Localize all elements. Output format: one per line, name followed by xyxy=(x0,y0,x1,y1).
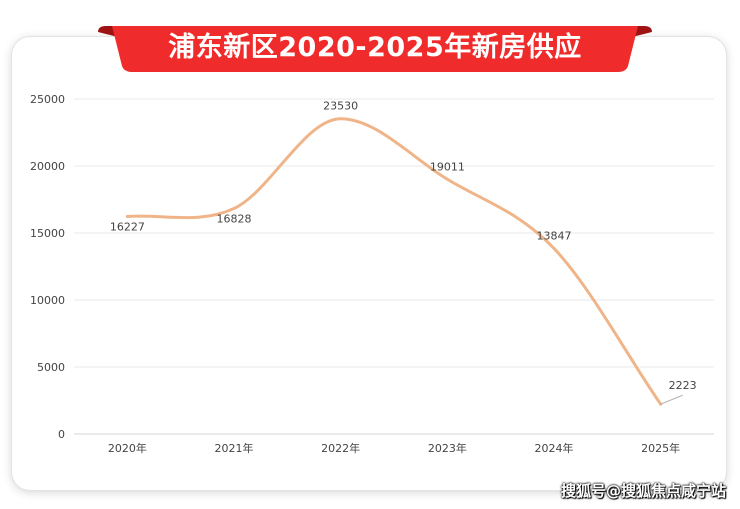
data-point xyxy=(125,215,129,219)
y-tick-label: 10000 xyxy=(30,294,65,307)
x-tick-label: 2020年 xyxy=(108,441,147,455)
chart-title: 浦东新区2020-2025年新房供应 xyxy=(168,32,582,63)
y-tick-label: 20000 xyxy=(30,160,65,173)
chart-card xyxy=(12,37,726,490)
data-point xyxy=(339,117,343,121)
y-tick-label: 25000 xyxy=(30,93,65,106)
x-tick-label: 2023年 xyxy=(428,441,467,455)
title-banner: 浦东新区2020-2025年新房供应 xyxy=(98,26,652,74)
data-label: 13847 xyxy=(537,229,572,242)
data-label-leader xyxy=(660,394,683,405)
data-label: 2223 xyxy=(669,379,697,392)
data-point xyxy=(552,246,556,250)
x-tick-label: 2025年 xyxy=(641,441,680,455)
y-tick-label: 0 xyxy=(58,428,65,441)
watermark: 搜狐号@搜狐焦点咸宁站 xyxy=(560,482,726,500)
banner-shape xyxy=(98,26,652,72)
data-label: 16828 xyxy=(217,213,252,226)
series-line xyxy=(125,117,663,406)
data-label: 19011 xyxy=(430,160,465,173)
data-label: 16227 xyxy=(110,221,145,234)
x-tick-label: 2022年 xyxy=(321,441,360,455)
data-label: 23530 xyxy=(323,100,358,113)
x-tick-label: 2024年 xyxy=(535,441,574,455)
x-tick-label: 2021年 xyxy=(215,441,254,455)
data-point xyxy=(445,177,449,181)
data-point xyxy=(232,207,236,211)
y-tick-label: 15000 xyxy=(30,227,65,240)
y-tick-label: 5000 xyxy=(37,361,65,374)
